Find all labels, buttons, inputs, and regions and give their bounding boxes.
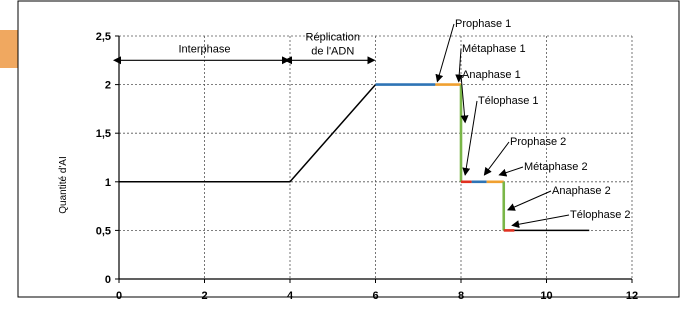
- corner-decoration: [0, 30, 18, 68]
- axes: [115, 35, 633, 283]
- annotation-arrow: [435, 23, 455, 83]
- x-tick-label: 0: [116, 290, 122, 302]
- annotation-arrow: [483, 141, 510, 176]
- annotation-arrow: [462, 100, 478, 176]
- annotation-arrow: [460, 74, 469, 124]
- y-tick-label: 0,5: [96, 225, 111, 237]
- y-tick-label: 0: [105, 274, 111, 286]
- y-tick-label: 1: [105, 177, 111, 189]
- grid: [119, 35, 633, 279]
- x-tick-label: 4: [287, 290, 294, 302]
- phase-label: Interphase: [179, 43, 231, 55]
- y-axis-label: Quantité d'AI: [58, 156, 69, 214]
- annotation-arrow: [506, 190, 552, 211]
- data-lines: [119, 83, 590, 232]
- annotation-arrow: [455, 48, 464, 83]
- annotation-label: Télophase 2: [570, 209, 631, 221]
- annotation-label: Prophase 1: [455, 18, 511, 30]
- x-tick-label: 10: [540, 290, 552, 302]
- x-tick-labels: 0 2 4 6 8 10 12: [116, 290, 638, 302]
- y-tick-label: 2,5: [96, 31, 111, 43]
- outer-border: [17, 0, 680, 298]
- annotation-label: Anaphase 1: [462, 69, 521, 81]
- annotation-label: Télophase 1: [478, 95, 539, 107]
- y-tick-labels: 0 0,5 1 1,5 2 2,5: [96, 31, 111, 286]
- series-base-line: [119, 84, 377, 183]
- y-tick-label: 2: [105, 80, 111, 92]
- annotation-label: Métaphase 2: [524, 161, 588, 173]
- phase-label: Réplication: [306, 31, 360, 43]
- annotation-label: Anaphase 2: [552, 185, 611, 197]
- annotation-label: Métaphase 1: [462, 43, 526, 55]
- annotation-arrow: [511, 214, 570, 229]
- y-tick-label: 1,5: [96, 128, 111, 140]
- x-tick-label: 2: [201, 290, 207, 302]
- x-tick-label: 6: [372, 290, 378, 302]
- annotation-label: Prophase 2: [510, 136, 566, 148]
- phase-labels: Interphase Réplication de l'ADN: [113, 31, 376, 65]
- annotations: Prophase 1 Métaphase 1 Anaphase 1 Télophase…: [435, 18, 631, 229]
- phase-label: de l'ADN: [311, 45, 354, 57]
- annotation-arrow: [498, 166, 524, 177]
- x-tick-label: 8: [458, 290, 464, 302]
- x-tick-label: 12: [626, 290, 638, 302]
